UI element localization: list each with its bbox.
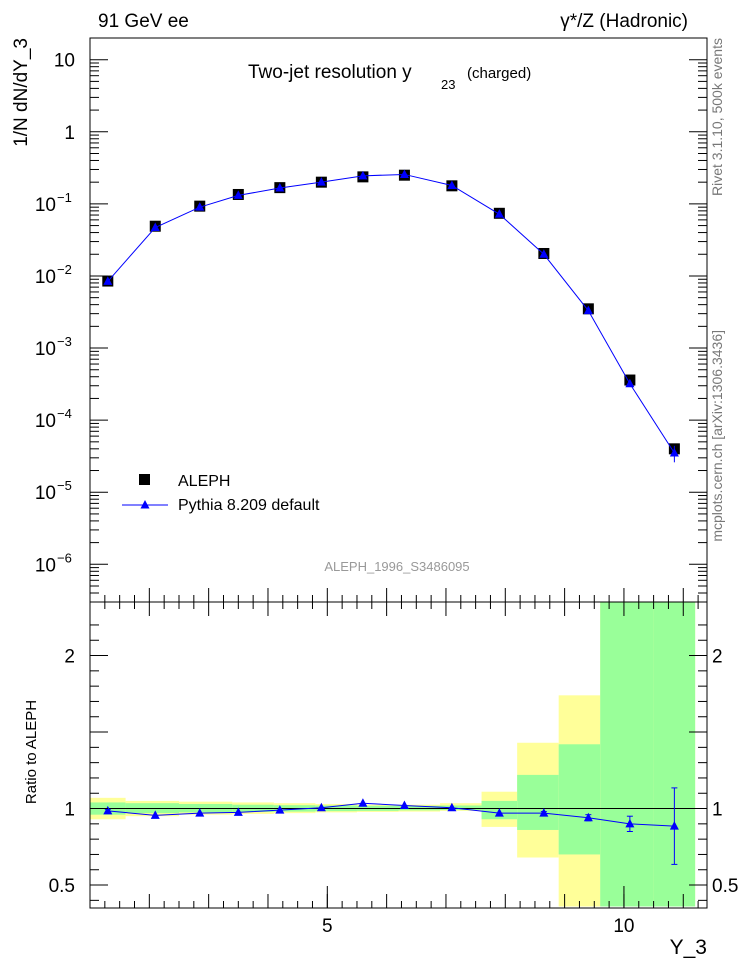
ratio-data-point [539, 808, 549, 817]
analysis-id-label: ALEPH_1996_S3486095 [324, 559, 469, 574]
ratio-data-point [103, 805, 113, 815]
pythia-data-point [275, 183, 285, 192]
ratio-data-point [316, 802, 326, 812]
main-y-tick-label: 10 [35, 555, 56, 576]
plot-title: Two-jet resolution y 23 (charged) [248, 62, 531, 92]
ratio-data-point [494, 808, 504, 817]
pythia-data-point [669, 448, 679, 457]
ratio-panel: 0.5 0.5 1 1 2 2 5 10 [49, 601, 738, 937]
legend-aleph-marker [139, 474, 150, 485]
ratio-data-point [275, 805, 285, 814]
legend-aleph-label: ALEPH [178, 473, 230, 490]
main-y-axis-label: 1/N dN/dY_3 [11, 38, 32, 147]
main-y-tick-label: 10 [35, 267, 56, 288]
main-plot-frame [89, 37, 708, 603]
pythia-data-point [150, 222, 160, 232]
ratio-green-band [517, 774, 559, 830]
main-y-tick-label: 1 [64, 123, 75, 144]
legend-pythia-marker [140, 500, 150, 509]
ratio-curve [107, 802, 675, 827]
main-y-tick-exponent: −3 [57, 334, 72, 349]
ratio-data-point [358, 798, 368, 807]
pythia-data-point [539, 249, 549, 258]
pythia-data-point [233, 190, 243, 199]
main-y-tick-exponent: −1 [57, 190, 72, 205]
ratio-green-band [558, 744, 601, 855]
ratio-y-tick-label-left: 2 [64, 647, 75, 668]
header-right-label: γ*/Z (Hadronic) [560, 11, 688, 32]
pythia-data-point [447, 180, 457, 189]
ratio-green-band [600, 602, 654, 907]
mcplots-label: mcplots.cern.ch [arXiv:1306.3436] [709, 330, 725, 542]
main-y-tick-label: 10 [35, 411, 56, 432]
ratio-uncertainty-bands [90, 602, 696, 907]
main-y-tick-label: 10 [35, 195, 56, 216]
pythia-data-point [583, 305, 593, 315]
plot-title-main: Two-jet resolution y [248, 62, 412, 83]
ratio-x-tick-label: 10 [613, 916, 634, 937]
ratio-y-axis-label: Ratio to ALEPH [23, 700, 40, 804]
pythia-data-point [358, 170, 368, 180]
ratio-x-axis: 5 10 [89, 602, 699, 937]
main-y-tick-exponent: −4 [57, 406, 72, 421]
ratio-data-point [150, 810, 160, 819]
ratio-data-point [669, 821, 679, 830]
ratio-y-tick-label-right: 0.5 [712, 876, 738, 897]
plot-title-subscript: 23 [441, 77, 455, 92]
pythia-data-point [494, 209, 504, 218]
ratio-series [103, 787, 679, 865]
ratio-x-tick-label: 5 [322, 916, 333, 937]
ratio-data-point [195, 808, 205, 817]
pythia-data-point [195, 202, 205, 211]
main-y-tick-label: 10 [54, 51, 75, 72]
pythia-data-point [103, 276, 113, 285]
main-y-tick-label: 10 [35, 339, 56, 360]
ratio-green-band [440, 805, 482, 811]
ratio-data-point [447, 802, 457, 812]
ratio-data-point [625, 818, 635, 828]
pythia-curve [107, 173, 675, 454]
main-y-tick-exponent: −6 [57, 550, 72, 565]
pythia-data-point [316, 177, 326, 186]
legend-pythia-label: Pythia 8.209 default [178, 497, 320, 514]
rivet-version-label: Rivet 3.1.10, 500k events [709, 38, 725, 196]
main-y-tick-exponent: −2 [57, 262, 72, 277]
legend: ALEPH Pythia 8.209 default [122, 473, 320, 514]
main-y-tick-label: 10 [35, 483, 56, 504]
ratio-y-tick-label-right: 2 [712, 647, 723, 668]
pythia-data-point [625, 378, 635, 388]
header-left-label: 91 GeV ee [98, 11, 189, 32]
pythia-data-point [399, 169, 409, 178]
ratio-data-point [233, 807, 243, 816]
main-y-tick-exponent: −5 [57, 478, 72, 493]
ratio-data-point [583, 812, 593, 822]
main-series [102, 169, 680, 463]
ratio-y-axis: 0.5 0.5 1 1 2 2 [49, 624, 738, 901]
ratio-plot-frame [89, 601, 708, 909]
ratio-y-tick-label-right: 1 [712, 800, 723, 821]
ratio-y-tick-label-left: 1 [64, 800, 75, 821]
ratio-data-point [399, 800, 409, 809]
x-axis-label: Y_3 [670, 936, 707, 959]
plot-title-suffix: (charged) [467, 65, 531, 82]
ratio-y-tick-label-left: 0.5 [49, 876, 75, 897]
